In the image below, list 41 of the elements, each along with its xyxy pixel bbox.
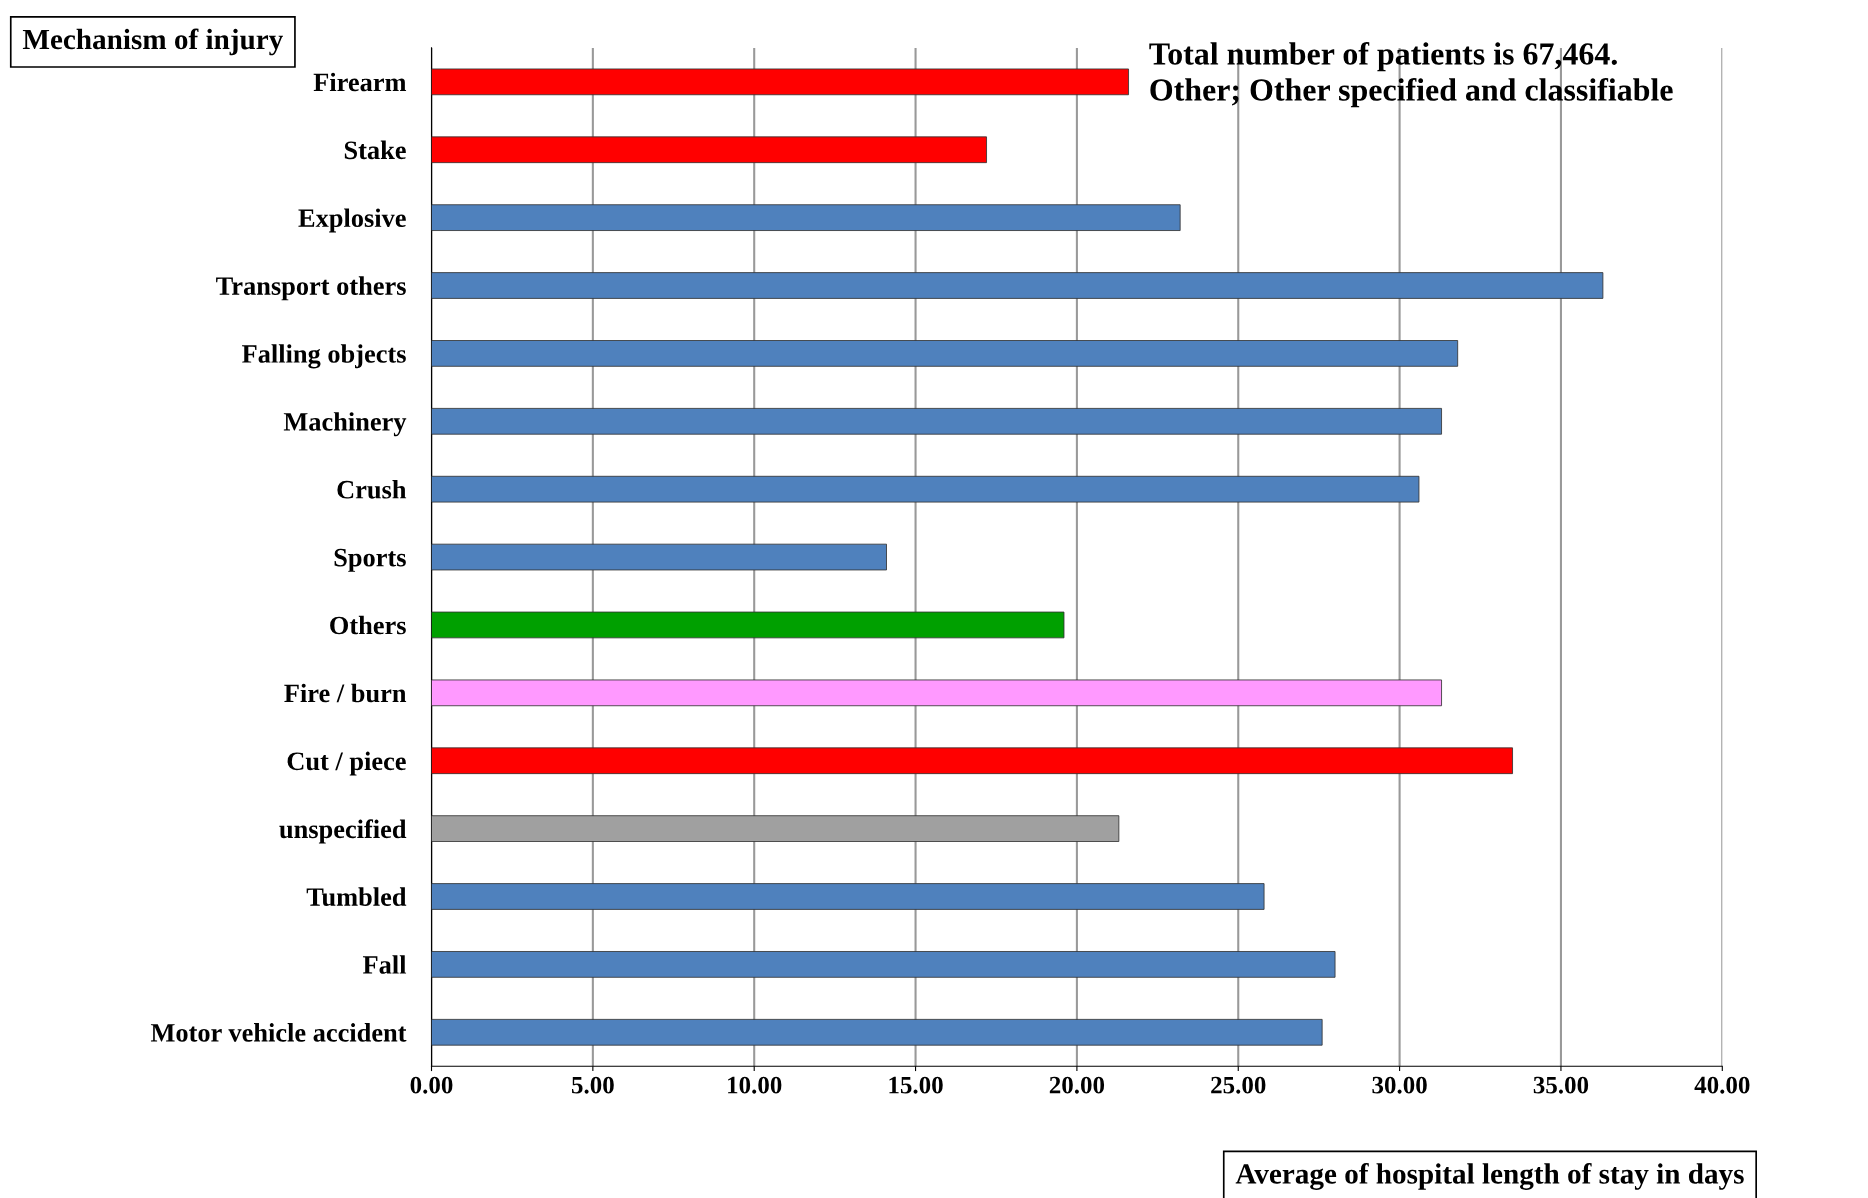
bar xyxy=(431,611,1065,639)
bar xyxy=(431,883,1265,910)
x-tick-label: 10.00 xyxy=(728,1076,782,1094)
y-axis-title: Mechanism of injury xyxy=(22,28,283,56)
y-tick-label: Cut / piece xyxy=(287,751,406,776)
bar xyxy=(431,951,1336,978)
y-tick-label: Others xyxy=(330,615,406,635)
bar xyxy=(431,204,1181,231)
y-tick-label: Sports xyxy=(334,548,406,572)
x-tick-label: 20.00 xyxy=(1049,1076,1105,1094)
y-tick-label: Machinery xyxy=(283,412,407,437)
bar xyxy=(431,747,1513,775)
y-tick-label: Falling objects xyxy=(242,344,406,369)
y-tick-label: Transport others xyxy=(216,276,406,301)
x-tick-label: 40.00 xyxy=(1694,1076,1750,1094)
y-tick-label: Fire / burn xyxy=(284,683,407,703)
y-tick-label: Explosive xyxy=(298,208,406,233)
y-tick-label: Tumbled xyxy=(306,887,407,906)
bar xyxy=(431,272,1604,299)
y-tick-label: Firearm xyxy=(313,72,407,92)
bar xyxy=(431,407,1442,435)
x-tick-label: 30.00 xyxy=(1372,1076,1427,1094)
bar xyxy=(431,543,887,571)
x-tick-label: 0.00 xyxy=(410,1076,453,1094)
bar xyxy=(431,1018,1323,1046)
x-tick-label: 15.00 xyxy=(889,1076,943,1094)
y-tick-label: Motor vehicle accident xyxy=(150,1023,407,1042)
bar xyxy=(431,136,987,164)
bar xyxy=(431,475,1420,503)
y-tick-label: Crush xyxy=(337,480,407,499)
bar xyxy=(431,68,1129,96)
y-tick-label: Fall xyxy=(362,955,407,974)
y-tick-label: unspecified xyxy=(279,819,407,844)
x-tick-label: 35.00 xyxy=(1533,1076,1589,1094)
x-tick-label: 25.00 xyxy=(1211,1076,1266,1094)
y-tick-label: Stake xyxy=(344,140,406,160)
x-axis-title: Average of hospital length of stay in days xyxy=(1235,1162,1744,1190)
bar xyxy=(431,340,1459,367)
annotation: Total number of patients is 67,464. Other; Other specified and classifiable xyxy=(1149,41,1673,108)
bar xyxy=(431,679,1442,707)
x-tick-label: 5.00 xyxy=(571,1076,614,1094)
